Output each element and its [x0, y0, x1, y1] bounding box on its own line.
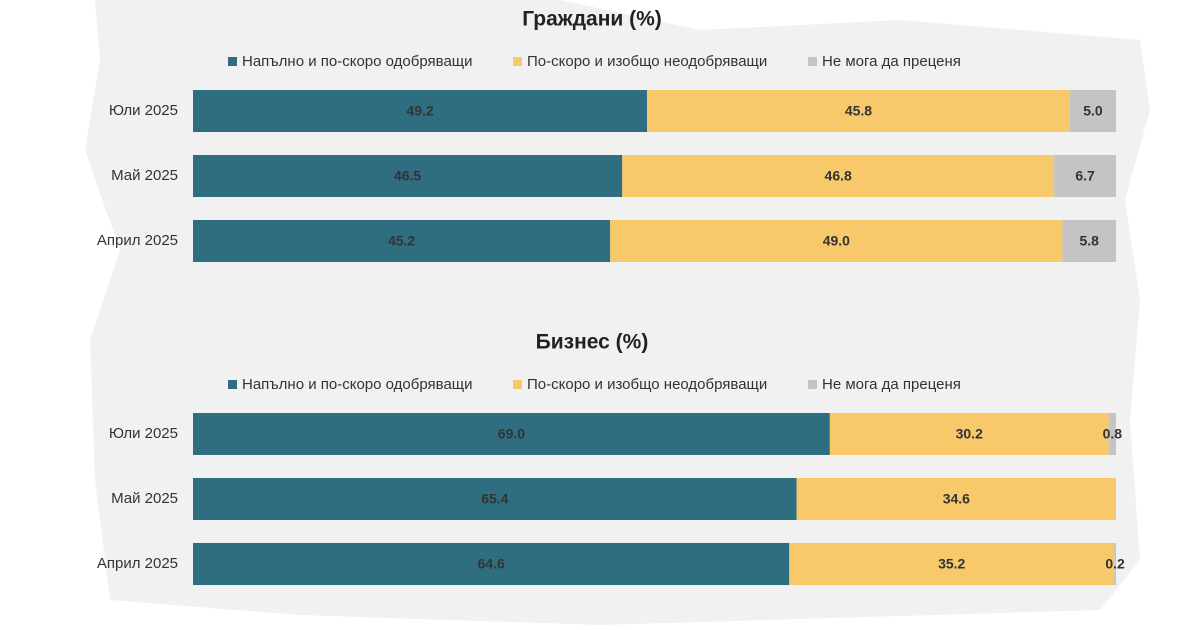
value-label: 0.2 — [1105, 556, 1125, 572]
legend-label: По-скоро и изобщо неодобряващи — [527, 376, 767, 393]
value-label: 45.2 — [388, 233, 415, 249]
bar-segment — [796, 478, 1116, 520]
legend-swatch — [228, 380, 237, 389]
bar-segment — [1054, 155, 1116, 197]
value-label: 65.4 — [481, 491, 508, 507]
bar-segment — [193, 90, 648, 132]
bar-segment — [1069, 90, 1116, 132]
value-label: 5.0 — [1083, 103, 1103, 119]
chart-title: Бизнес (%) — [536, 331, 649, 354]
value-label: 49.0 — [823, 233, 850, 249]
value-label: 0.8 — [1103, 426, 1123, 442]
value-label: 69.0 — [498, 426, 525, 442]
bar-segment — [193, 478, 797, 520]
bar-segment — [193, 220, 611, 262]
bar-segment — [610, 220, 1063, 262]
legend-swatch — [808, 57, 817, 66]
bar-segment — [1114, 543, 1116, 585]
bar-segment — [829, 413, 1109, 455]
legend-label: Напълно и по-скоро одобряващи — [242, 53, 473, 70]
category-label: Май 2025 — [111, 490, 178, 507]
value-label: 5.8 — [1079, 233, 1099, 249]
value-label: 46.5 — [394, 168, 421, 184]
category-label: Май 2025 — [111, 167, 178, 184]
legend-label: Не мога да преценя — [822, 376, 961, 393]
category-label: Юли 2025 — [109, 102, 178, 119]
value-label: 34.6 — [943, 491, 970, 507]
bar-segment — [622, 155, 1055, 197]
bar-segment — [1108, 413, 1116, 455]
legend-label: Напълно и по-скоро одобряващи — [242, 376, 473, 393]
bar-segment — [647, 90, 1070, 132]
category-label: Юли 2025 — [109, 425, 178, 442]
legend-swatch — [228, 57, 237, 66]
legend-label: Не мога да преценя — [822, 53, 961, 70]
value-label: 30.2 — [956, 426, 983, 442]
value-label: 49.2 — [406, 103, 433, 119]
value-label: 45.8 — [845, 103, 872, 119]
legend-swatch — [513, 380, 522, 389]
bar-segment — [193, 543, 790, 585]
chart-title: Граждани (%) — [522, 8, 662, 31]
bar-segment — [193, 155, 623, 197]
value-label: 35.2 — [938, 556, 965, 572]
bar-segment — [1062, 220, 1116, 262]
bar-segment — [789, 543, 1115, 585]
value-label: 64.6 — [478, 556, 505, 572]
legend-swatch — [808, 380, 817, 389]
legend-swatch — [513, 57, 522, 66]
value-label: 46.8 — [825, 168, 852, 184]
category-label: Април 2025 — [97, 555, 178, 572]
category-label: Април 2025 — [97, 232, 178, 249]
legend-label: По-скоро и изобщо неодобряващи — [527, 53, 767, 70]
value-label: 6.7 — [1075, 168, 1095, 184]
bar-segment — [193, 413, 830, 455]
